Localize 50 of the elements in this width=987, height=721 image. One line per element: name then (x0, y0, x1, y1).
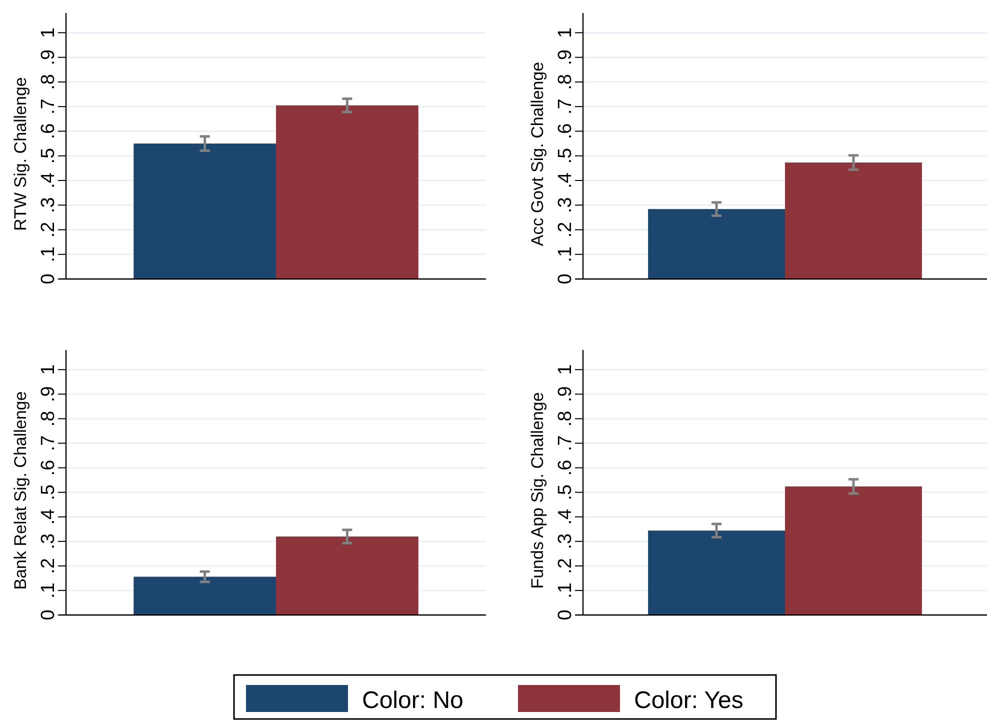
y-axis-title: RTW Sig. Challenge (11, 77, 30, 231)
y-tick-label: .4 (38, 172, 59, 188)
y-tick-label: .3 (555, 197, 576, 214)
y-tick-label: .8 (555, 410, 576, 427)
y-tick-label: .9 (555, 49, 576, 66)
y-tick-label: 1 (555, 364, 576, 375)
y-tick-label: 0 (38, 610, 59, 620)
y-tick-label: .2 (555, 222, 576, 238)
y-tick-label: 0 (38, 274, 59, 284)
y-tick-label: .1 (555, 246, 576, 262)
y-tick-label: .8 (555, 74, 576, 90)
y-tick-label: .1 (38, 582, 59, 598)
y-tick-label: 0 (555, 274, 576, 284)
y-tick-label: .6 (555, 460, 576, 476)
y-tick-label: .9 (38, 386, 59, 402)
legend-label: Color: Yes (634, 687, 744, 714)
y-tick-label: .8 (38, 410, 59, 427)
y-tick-label: .6 (38, 460, 59, 476)
y-tick-label: .1 (38, 246, 59, 262)
y-tick-label: .2 (555, 558, 576, 574)
y-tick-label: .5 (38, 484, 59, 500)
y-tick-label: .4 (38, 508, 59, 525)
y-tick-label: .9 (555, 386, 576, 402)
y-tick-label: .6 (555, 123, 576, 140)
y-tick-label: 1 (555, 27, 576, 38)
y-tick-label: .7 (38, 435, 59, 452)
legend-label: Color: No (362, 687, 464, 714)
y-tick-label: .5 (38, 148, 59, 164)
y-tick-label: .7 (555, 98, 576, 115)
y-axis-title: Acc Govt Sig. Challenge (528, 62, 547, 246)
y-tick-label: .3 (38, 197, 59, 214)
y-tick-label: .7 (555, 435, 576, 452)
y-tick-label: .1 (555, 582, 576, 598)
y-tick-label: .9 (38, 49, 59, 66)
y-tick-label: .2 (38, 558, 59, 574)
y-axis-title: Funds App Sig. Challenge (528, 392, 547, 589)
y-tick-label: .2 (38, 222, 59, 238)
y-tick-label: .7 (38, 98, 59, 115)
y-tick-label: .4 (555, 172, 576, 188)
y-tick-label: .5 (555, 484, 576, 500)
y-tick-label: .5 (555, 148, 576, 164)
y-tick-label: 1 (38, 27, 59, 38)
y-axis-title: Bank Relat Sig. Challenge (11, 391, 30, 590)
y-tick-label: .8 (38, 74, 59, 90)
y-tick-label: .3 (555, 533, 576, 550)
y-tick-label: .6 (38, 123, 59, 140)
y-tick-label: 1 (38, 364, 59, 375)
y-tick-label: 0 (555, 610, 576, 620)
y-tick-label: .3 (38, 533, 59, 550)
y-tick-label: .4 (555, 508, 576, 525)
